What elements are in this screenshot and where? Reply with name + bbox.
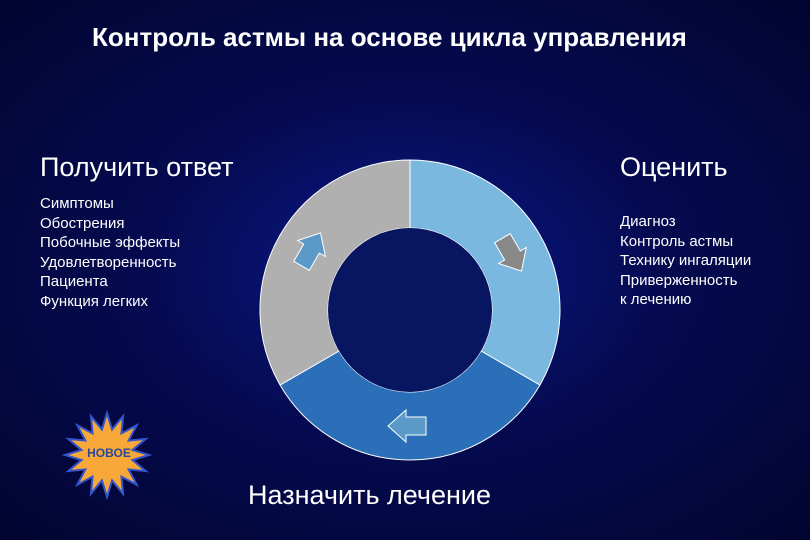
right-section-heading: Оценить [620, 152, 728, 183]
list-item: Удовлетворенность [40, 253, 180, 273]
left-section-heading: Получить ответ [40, 152, 233, 183]
list-item: Технику ингаляции [620, 251, 751, 271]
left-section-list: Симптомы Обострения Побочные эффекты Удо… [40, 194, 180, 311]
list-item: Побочные эффекты [40, 233, 180, 253]
new-starburst-label: НОВОЕ [84, 446, 134, 460]
list-item: к лечению [620, 290, 751, 310]
list-item: Функция легких [40, 292, 180, 312]
list-item: Диагноз [620, 212, 751, 232]
list-item: Контроль астмы [620, 232, 751, 252]
list-item: Обострения [40, 214, 180, 234]
page-title: Контроль астмы на основе цикла управлени… [92, 22, 687, 53]
bottom-section-heading: Назначить лечение [248, 480, 491, 511]
cycle-donut-diagram [250, 150, 570, 470]
list-item: Приверженность [620, 271, 751, 291]
right-section-list: Диагноз Контроль астмы Технику ингаляции… [620, 212, 751, 310]
list-item: Симптомы [40, 194, 180, 214]
list-item: Пациента [40, 272, 180, 292]
